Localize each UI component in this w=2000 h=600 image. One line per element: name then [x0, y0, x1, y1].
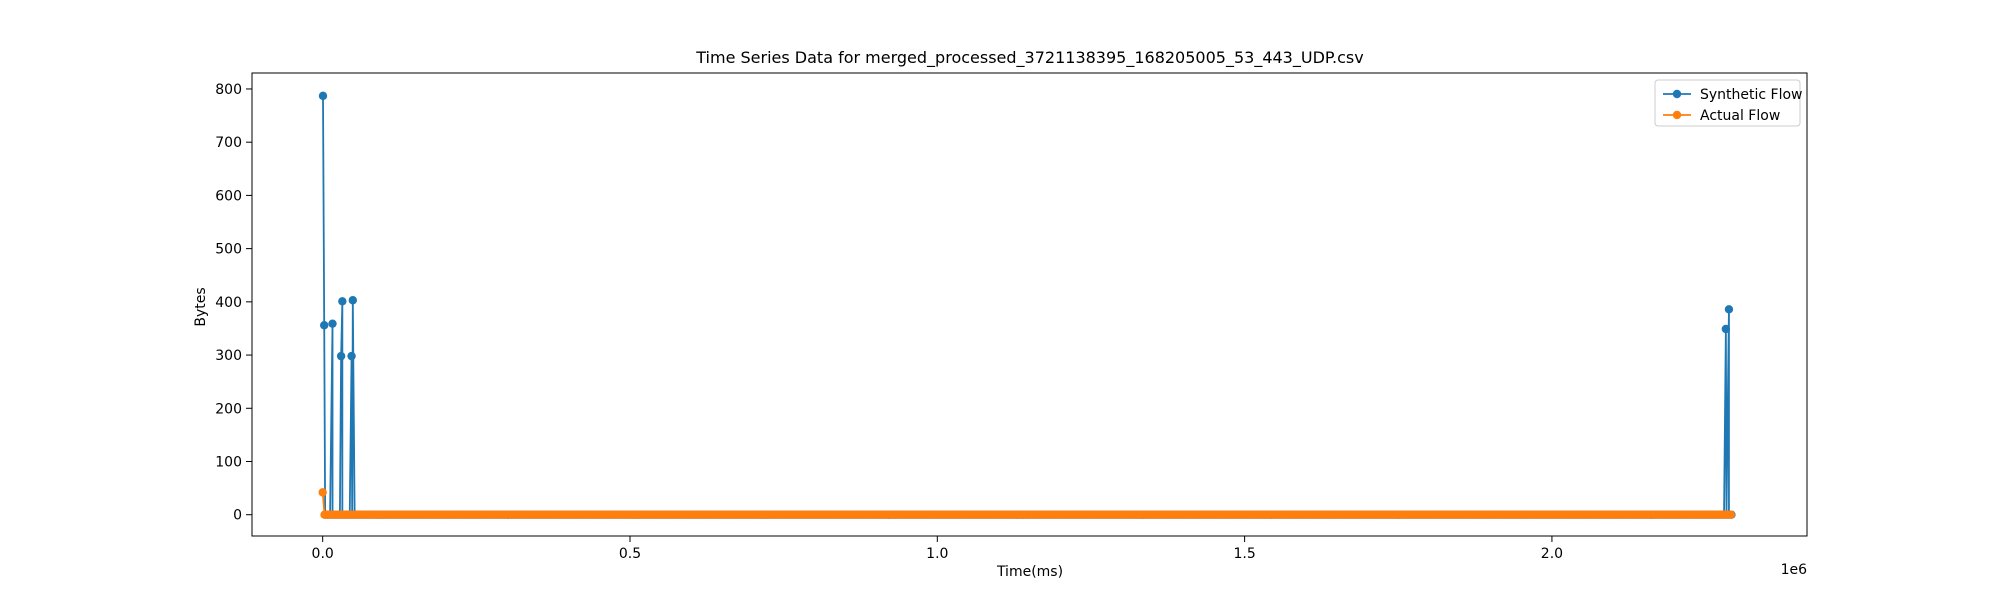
data-point — [318, 91, 328, 101]
legend-box — [1654, 79, 1801, 127]
series-synthetic-flow — [318, 91, 1736, 519]
data-point — [328, 319, 337, 328]
data-point — [318, 488, 327, 497]
x-tick-label: 0.0 — [312, 546, 334, 562]
x-axis-label: Time(ms) — [996, 564, 1063, 580]
y-tick-label: 200 — [215, 401, 242, 417]
y-tick-label: 800 — [215, 82, 242, 98]
data-point — [1726, 510, 1735, 519]
legend-marker — [1672, 110, 1682, 120]
y-tick-label: 500 — [215, 242, 242, 258]
y-tick-label: 300 — [215, 348, 242, 364]
y-axis: 0 100 200 300 400 500 600 700 800 — [215, 82, 252, 524]
data-point — [1721, 324, 1731, 334]
y-tick-label: 400 — [215, 295, 242, 311]
plot-area — [251, 72, 1808, 537]
y-tick-label: 700 — [215, 135, 242, 151]
x-tick-label: 2.0 — [1541, 546, 1563, 562]
data-point — [338, 297, 347, 306]
data-point — [347, 351, 356, 361]
series-actual-flow — [318, 488, 1735, 519]
chart-title: Time Series Data for merged_processed_37… — [695, 48, 1363, 68]
y-tick-label: 600 — [215, 188, 242, 204]
x-tick-label: 1.0 — [926, 546, 948, 562]
legend-label: Actual Flow — [1700, 108, 1780, 124]
series-line — [322, 95, 1732, 516]
y-tick-label: 0 — [233, 508, 242, 524]
x-axis: 0.0 0.5 1.0 1.5 2.0 — [312, 536, 1563, 562]
legend-label: Synthetic Flow — [1700, 87, 1803, 103]
plot-frame — [251, 72, 1808, 537]
legend: Synthetic Flow Actual Flow — [1654, 79, 1803, 127]
legend-marker — [1672, 89, 1682, 99]
data-point — [336, 351, 346, 361]
x-axis-offset-label: 1e6 — [1781, 562, 1808, 578]
data-point — [320, 321, 329, 330]
x-tick-label: 1.5 — [1233, 546, 1255, 562]
y-tick-label: 100 — [215, 454, 242, 470]
data-point — [348, 296, 357, 305]
x-tick-label: 0.5 — [619, 546, 641, 562]
y-axis-label: Bytes — [193, 287, 209, 326]
data-point — [1724, 305, 1734, 314]
